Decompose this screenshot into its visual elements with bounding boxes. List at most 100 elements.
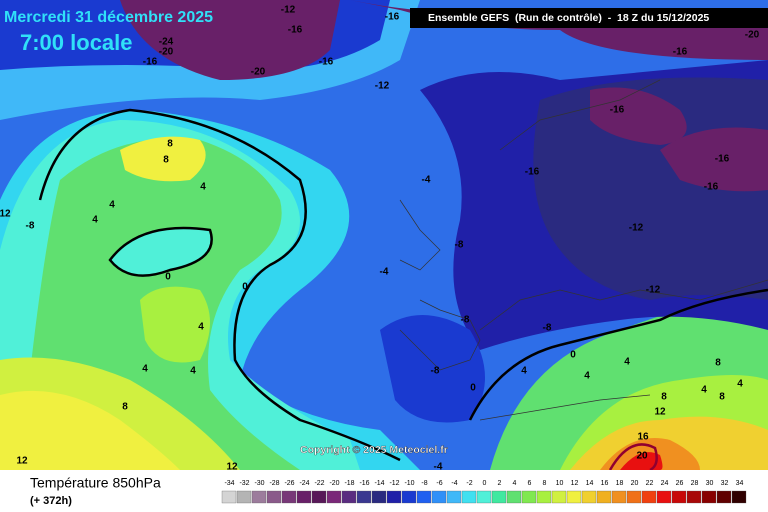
legend-swatch: [356, 490, 372, 504]
legend-swatch: [626, 490, 642, 504]
contour-label: -8: [431, 366, 440, 377]
legend-tick-label: 6: [528, 480, 532, 487]
valid-time: 7:00 locale: [20, 30, 133, 55]
legend-swatch: [386, 490, 402, 504]
contour-label: -8: [26, 221, 35, 232]
legend-tick-label: 32: [721, 480, 729, 487]
legend-tick-label: 34: [736, 480, 744, 487]
legend-swatch: [641, 490, 657, 504]
legend-tick-label: -6: [436, 480, 442, 487]
legend-swatch: [731, 490, 747, 504]
contour-label: 4: [92, 215, 98, 226]
run-box: [410, 8, 768, 28]
legend-tick-label: -4: [451, 480, 457, 487]
legend-tick-label: -12: [389, 480, 399, 487]
contour-label: 4: [584, 371, 590, 382]
contour-label: -4: [422, 175, 431, 186]
legend-swatch: [611, 490, 627, 504]
contour-label: 0: [242, 282, 248, 293]
contour-label: 4: [198, 322, 204, 333]
contour-label: 8: [661, 392, 667, 403]
legend-tick-label: -16: [359, 480, 369, 487]
legend-swatch: [686, 490, 702, 504]
contour-label: 8: [719, 392, 725, 403]
contour-label: -24: [159, 37, 174, 48]
contour-label: 4: [142, 364, 148, 375]
legend-swatch: [581, 490, 597, 504]
legend-tick-label: -14: [374, 480, 384, 487]
legend-swatch: [566, 490, 582, 504]
legend-swatch: [521, 490, 537, 504]
legend-tick-label: -30: [254, 480, 264, 487]
legend-swatch: [461, 490, 477, 504]
contour-label: -16: [288, 25, 303, 36]
legend-tick-label: 8: [543, 480, 547, 487]
legend-tick-label: 14: [586, 480, 594, 487]
contour-label: -16: [704, 182, 719, 193]
legend-tick-label: 16: [601, 480, 609, 487]
contour-label: -12: [375, 81, 390, 92]
legend-title: Température 850hPa: [30, 475, 161, 491]
legend-tick-label: -24: [299, 480, 309, 487]
legend-swatch: [266, 490, 282, 504]
contour-label: 0: [470, 383, 476, 394]
legend-tick-label: -20: [329, 480, 339, 487]
legend-tick-label: -8: [421, 480, 427, 487]
contour-label: -4: [434, 462, 443, 473]
legend-tick-label: 26: [676, 480, 684, 487]
legend-swatch: [671, 490, 687, 504]
legend-swatch: [371, 490, 387, 504]
legend-tick-label: 22: [646, 480, 654, 487]
valid-date: Mercredi 31 décembre 2025: [4, 9, 213, 26]
legend-tick-label: -22: [314, 480, 324, 487]
contour-label: 4: [200, 182, 206, 193]
legend-swatch: [701, 490, 717, 504]
contour-label: 16: [637, 432, 649, 443]
copyright: Copyright © 2025 Meteociel.fr: [300, 444, 448, 456]
contour-label: -20: [745, 30, 760, 41]
contour-label: -8: [543, 323, 552, 334]
contour-label: 4: [624, 357, 630, 368]
legend-tick-label: 18: [616, 480, 624, 487]
legend-swatch: [551, 490, 567, 504]
contour-label: -8: [455, 240, 464, 251]
contour-label: -4: [380, 267, 389, 278]
legend-tick-label: 28: [691, 480, 699, 487]
contour-label: -16: [143, 57, 158, 68]
legend-tick-label: -10: [404, 480, 414, 487]
contour-label: 4: [109, 200, 115, 211]
legend-tick-label: -2: [466, 480, 472, 487]
legend-tick-label: 10: [556, 480, 564, 487]
legend-tick-label: 4: [513, 480, 517, 487]
legend-tick-label: 2: [498, 480, 502, 487]
legend-swatch: [596, 490, 612, 504]
legend-swatch: [326, 490, 342, 504]
contour-label: -16: [319, 57, 334, 68]
contour-label: 12: [0, 209, 11, 220]
zero-contour: [38, 108, 768, 472]
legend-tick-label: -26: [284, 480, 294, 487]
legend-swatch: [296, 490, 312, 504]
legend-tick-label: 12: [571, 480, 579, 487]
legend-tick-label: 24: [661, 480, 669, 487]
legend-swatch: [656, 490, 672, 504]
legend-swatch: [401, 490, 417, 504]
legend-tick-label: 20: [631, 480, 639, 487]
legend-swatch: [311, 490, 327, 504]
legend-swatch: [281, 490, 297, 504]
legend-swatch: [506, 490, 522, 504]
map-field: [0, 0, 768, 470]
contour-label: 8: [167, 139, 173, 150]
contour-label: -16: [610, 105, 625, 116]
legend-tick-label: 30: [706, 480, 714, 487]
contour-label: 0: [165, 272, 171, 283]
legend-tick-label: -32: [239, 480, 249, 487]
legend-swatch: [446, 490, 462, 504]
legend-swatch: [251, 490, 267, 504]
contour-label: 12: [226, 462, 238, 473]
contour-label: 12: [654, 407, 666, 418]
legend-swatch: [491, 490, 507, 504]
contour-label: 4: [190, 366, 196, 377]
legend-swatch: [716, 490, 732, 504]
run-info: Ensemble GEFS (Run de contrôle) - 18 Z d…: [428, 12, 709, 24]
